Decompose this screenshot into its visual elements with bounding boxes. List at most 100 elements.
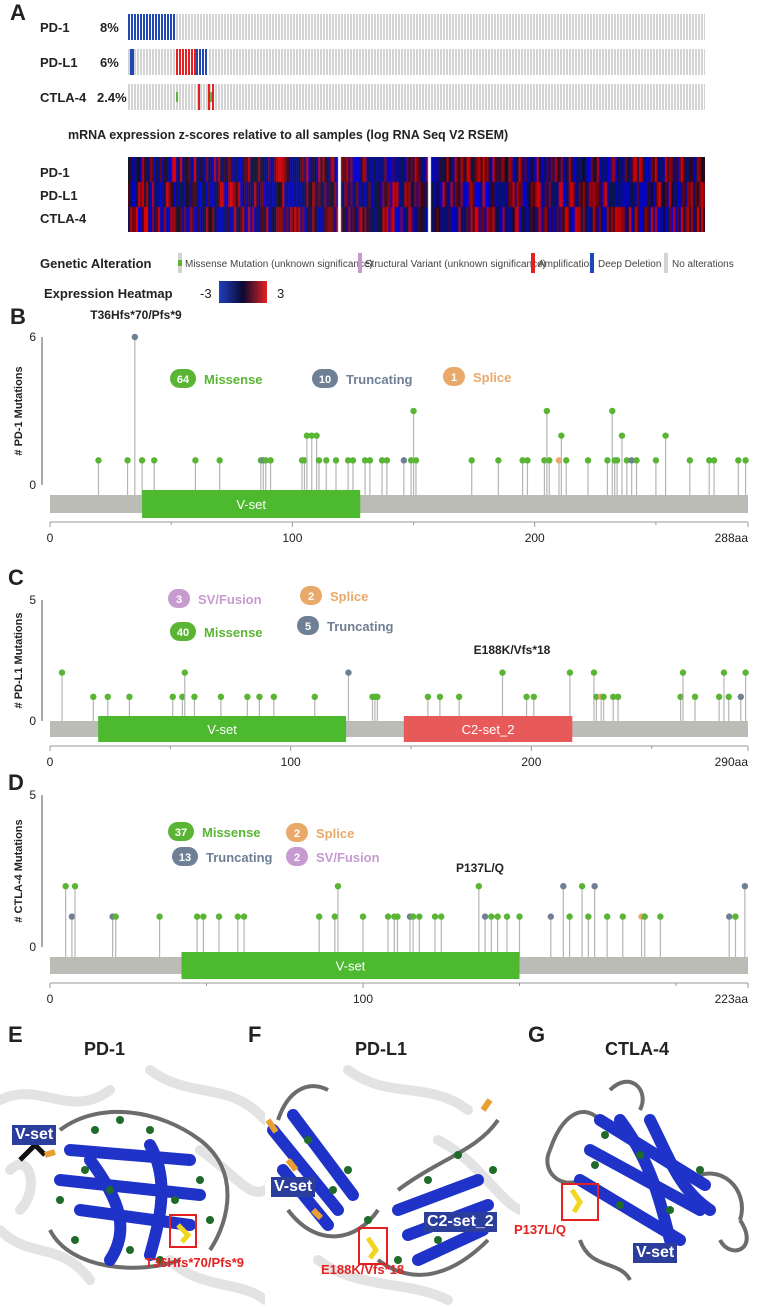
oncoprint-track-ctla4 (128, 84, 705, 110)
lollipop-head (169, 693, 176, 700)
lollipop-head (349, 457, 357, 464)
lollipop-head (200, 913, 207, 920)
x-tick-label: 100 (282, 531, 302, 545)
lollipop-head (431, 913, 439, 920)
structure-title: PD-L1 (355, 1039, 408, 1059)
lollipop-head (234, 913, 242, 920)
oncoprint-gene-label: PD-1 (40, 20, 70, 35)
lollipop-head (216, 457, 223, 464)
summary-label: Splice (316, 826, 354, 841)
lollipop-head (652, 457, 660, 464)
hotspot-label: P137L/Q (456, 861, 504, 875)
lollipop-head (410, 407, 417, 415)
lollipop-head (715, 693, 723, 700)
lollipop-head (323, 457, 330, 464)
lollipop-head (619, 913, 626, 920)
amplification-block (176, 49, 196, 75)
lollipop-head (191, 693, 198, 700)
ctla4-lollipop-chart: 0 5 # CTLA-4 Mutations V-set 0 100 223aa 37 Miss… (13, 788, 749, 1006)
lollipop-head (400, 457, 408, 464)
domain-block (403, 716, 573, 742)
summary-label: Missense (204, 625, 263, 640)
lollipop-head (488, 913, 495, 920)
lollipop-head (591, 883, 598, 890)
oncoprint-track-pd1 (128, 14, 705, 40)
lollipop-head (735, 457, 742, 464)
alteration-legend: Missense Mutation (unknown significance)… (178, 253, 738, 275)
amplification-block (208, 84, 210, 110)
legend-swatch (590, 253, 594, 273)
y-tick-label: 0 (29, 478, 36, 492)
domain-block (98, 716, 347, 742)
domain-block (181, 952, 520, 979)
lollipop-head (344, 457, 352, 464)
lollipop-head (641, 913, 648, 920)
lollipop-head (706, 457, 713, 464)
lollipop-head (628, 457, 635, 464)
summary-badge (300, 586, 322, 605)
lollipop-head (424, 693, 432, 700)
x-tick-label: 200 (521, 755, 541, 766)
lollipop-head (270, 693, 278, 700)
summary-label: SV/Fusion (198, 592, 262, 607)
summary-badge (297, 616, 319, 635)
summary-label: Missense (202, 825, 261, 840)
domain-block (142, 490, 361, 518)
legend-swatch (358, 253, 362, 273)
lollipop-head (725, 693, 732, 700)
lollipop-head (112, 913, 119, 920)
lollipop-head (104, 693, 111, 700)
lollipop-head (374, 693, 381, 700)
x-tick-label: 0 (47, 992, 54, 1006)
y-tick-label: 5 (29, 593, 36, 607)
lollipop-head (495, 457, 502, 464)
lollipop-head (412, 457, 420, 464)
lollipop-head (614, 693, 622, 700)
summary-badge (312, 369, 338, 388)
heatmap-min: -3 (200, 286, 212, 301)
mutation-label: E188K/Vfs*18 (321, 1262, 405, 1277)
lollipop-head (679, 669, 687, 676)
lollipop-head (543, 407, 551, 415)
domain-label: V-set (271, 1177, 316, 1197)
lollipop-head (217, 693, 225, 700)
x-tick-label: 0 (47, 755, 54, 766)
lollipop-head (262, 457, 269, 464)
summary-label: Truncating (346, 372, 413, 387)
lollipop-head (436, 693, 444, 700)
panel-e-letter: E (8, 1022, 23, 1047)
lollipop-head (566, 669, 574, 676)
lollipop-head (240, 913, 248, 920)
lollipop-head (613, 457, 621, 464)
summary-count: 2 (294, 828, 300, 840)
lollipop-head (726, 913, 733, 920)
structure-title: CTLA-4 (605, 1039, 669, 1059)
x-tick-label: 100 (281, 755, 301, 766)
deep-deletion-block (196, 49, 208, 75)
y-tick-label: 6 (29, 330, 36, 344)
x-tick-label: 200 (525, 531, 545, 545)
pdl1-lollipop-chart: 0 5 # PD-L1 Mutations V-set C2-set_2 0 100 200 2… (13, 586, 749, 766)
heatmap-max: 3 (277, 286, 285, 301)
lollipop-head (609, 407, 616, 415)
lollipop-head (523, 693, 530, 700)
lollipop-head (68, 913, 76, 920)
lollipop-head (256, 693, 263, 700)
summary-count: 13 (179, 852, 191, 864)
lollipop-head (124, 457, 131, 464)
legend-label: Amplification (538, 259, 595, 270)
lollipop-head (58, 669, 66, 676)
lollipop-head (244, 693, 251, 700)
y-axis-label: # PD-L1 Mutations (13, 613, 25, 709)
lollipop-head (516, 913, 523, 920)
lollipop-head (455, 693, 463, 700)
lollipop-head (334, 883, 342, 890)
summary-badge (286, 823, 308, 842)
domain-label: V-set (633, 1243, 678, 1263)
x-tick-label: 100 (353, 992, 373, 1006)
lollipop-head (603, 913, 611, 920)
lollipop-head (677, 693, 684, 700)
y-tick-label: 0 (29, 940, 36, 954)
lollipop-head (303, 432, 311, 439)
oncoprint-pct: 2.4% (97, 90, 127, 105)
